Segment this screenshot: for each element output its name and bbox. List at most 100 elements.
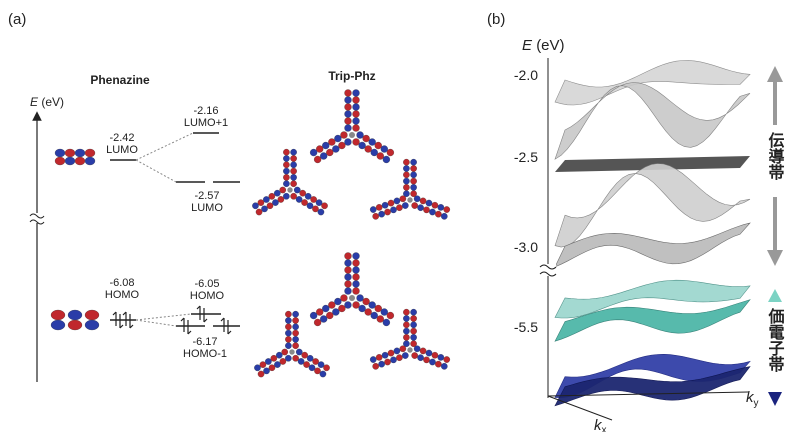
lobe	[285, 330, 291, 336]
lobe	[68, 320, 82, 330]
valence-band-label: 価電子帯	[766, 307, 786, 373]
lobe	[345, 253, 352, 260]
lobe	[365, 145, 372, 152]
lobe	[388, 200, 394, 206]
tick-label: -2.0	[514, 67, 538, 83]
axis-label: E (eV)	[522, 37, 565, 54]
lobe	[376, 354, 382, 360]
lobe	[429, 359, 435, 365]
lobe	[290, 155, 296, 161]
lobe	[410, 159, 416, 165]
lobe	[292, 343, 298, 349]
lobe	[332, 145, 339, 152]
panel-label: (b)	[487, 11, 505, 28]
lobe	[75, 149, 85, 157]
lobe	[369, 302, 376, 309]
lobe	[403, 322, 409, 328]
band-arrow	[767, 250, 783, 266]
lobe	[387, 312, 394, 319]
lobe	[353, 281, 360, 288]
lobe	[417, 205, 423, 211]
lobe	[345, 118, 352, 125]
lobe	[353, 138, 360, 145]
axis-label: E (eV)	[30, 95, 64, 109]
lobe	[271, 355, 277, 361]
lobe	[402, 202, 408, 208]
lobe	[435, 361, 441, 367]
lobe	[274, 190, 280, 196]
lobe	[371, 312, 378, 319]
lobe	[283, 155, 289, 161]
spin	[123, 312, 126, 326]
lobe	[371, 149, 378, 156]
lobe	[396, 355, 402, 361]
lobe	[312, 206, 318, 212]
lobe	[326, 312, 333, 319]
lobe	[292, 324, 298, 330]
lobe	[305, 193, 311, 199]
lobe	[345, 111, 352, 118]
lobe	[410, 315, 416, 321]
lobe	[326, 149, 333, 156]
spin	[120, 314, 123, 328]
lobe	[65, 149, 75, 157]
lobe	[410, 322, 416, 328]
lobe	[376, 204, 382, 210]
lobe	[322, 305, 329, 312]
lobe	[402, 352, 408, 358]
lobe	[285, 336, 291, 342]
lobe	[410, 328, 416, 334]
lobe	[373, 363, 379, 369]
lobe	[363, 298, 370, 305]
level-energy: -6.17	[192, 336, 217, 348]
lobe	[410, 178, 416, 184]
lobe	[429, 209, 435, 215]
level-energy: -2.16	[193, 105, 218, 117]
lobe	[353, 267, 360, 274]
lobe	[265, 358, 271, 364]
correlation-lines	[136, 133, 193, 326]
lobe	[344, 301, 351, 308]
lobe	[353, 260, 360, 267]
lobe	[410, 165, 416, 171]
lobe	[260, 361, 266, 367]
lobe	[403, 315, 409, 321]
lobe	[410, 172, 416, 178]
lobe	[290, 174, 296, 180]
band-arrow	[767, 66, 783, 82]
lobe	[353, 288, 360, 295]
lobe	[320, 315, 327, 322]
lobe	[403, 178, 409, 184]
lobe	[332, 308, 339, 315]
lobe	[410, 309, 416, 315]
lobe	[314, 368, 320, 374]
lobe	[403, 159, 409, 165]
lobe	[403, 184, 409, 190]
lobe	[322, 142, 329, 149]
lobe	[438, 354, 444, 360]
level-name: HOMO	[190, 290, 225, 302]
lobe	[410, 184, 416, 190]
level-name: LUMO	[191, 202, 223, 214]
lobe	[85, 149, 95, 157]
lobe	[292, 336, 298, 342]
core	[289, 349, 294, 354]
lobe	[377, 315, 384, 322]
lobe	[365, 308, 372, 315]
lobe	[412, 202, 418, 208]
lobe	[290, 162, 296, 168]
lobe	[414, 346, 420, 352]
spin	[188, 320, 191, 334]
lobe	[316, 309, 323, 316]
lobe	[410, 334, 416, 340]
lobe	[280, 358, 286, 364]
lobe	[426, 350, 432, 356]
lobe	[353, 301, 360, 308]
lobe	[403, 334, 409, 340]
lobe	[320, 152, 327, 159]
lobe	[303, 361, 309, 367]
lobe	[272, 199, 278, 205]
lobe	[261, 206, 267, 212]
lobe	[290, 181, 296, 187]
lobe	[375, 142, 382, 149]
